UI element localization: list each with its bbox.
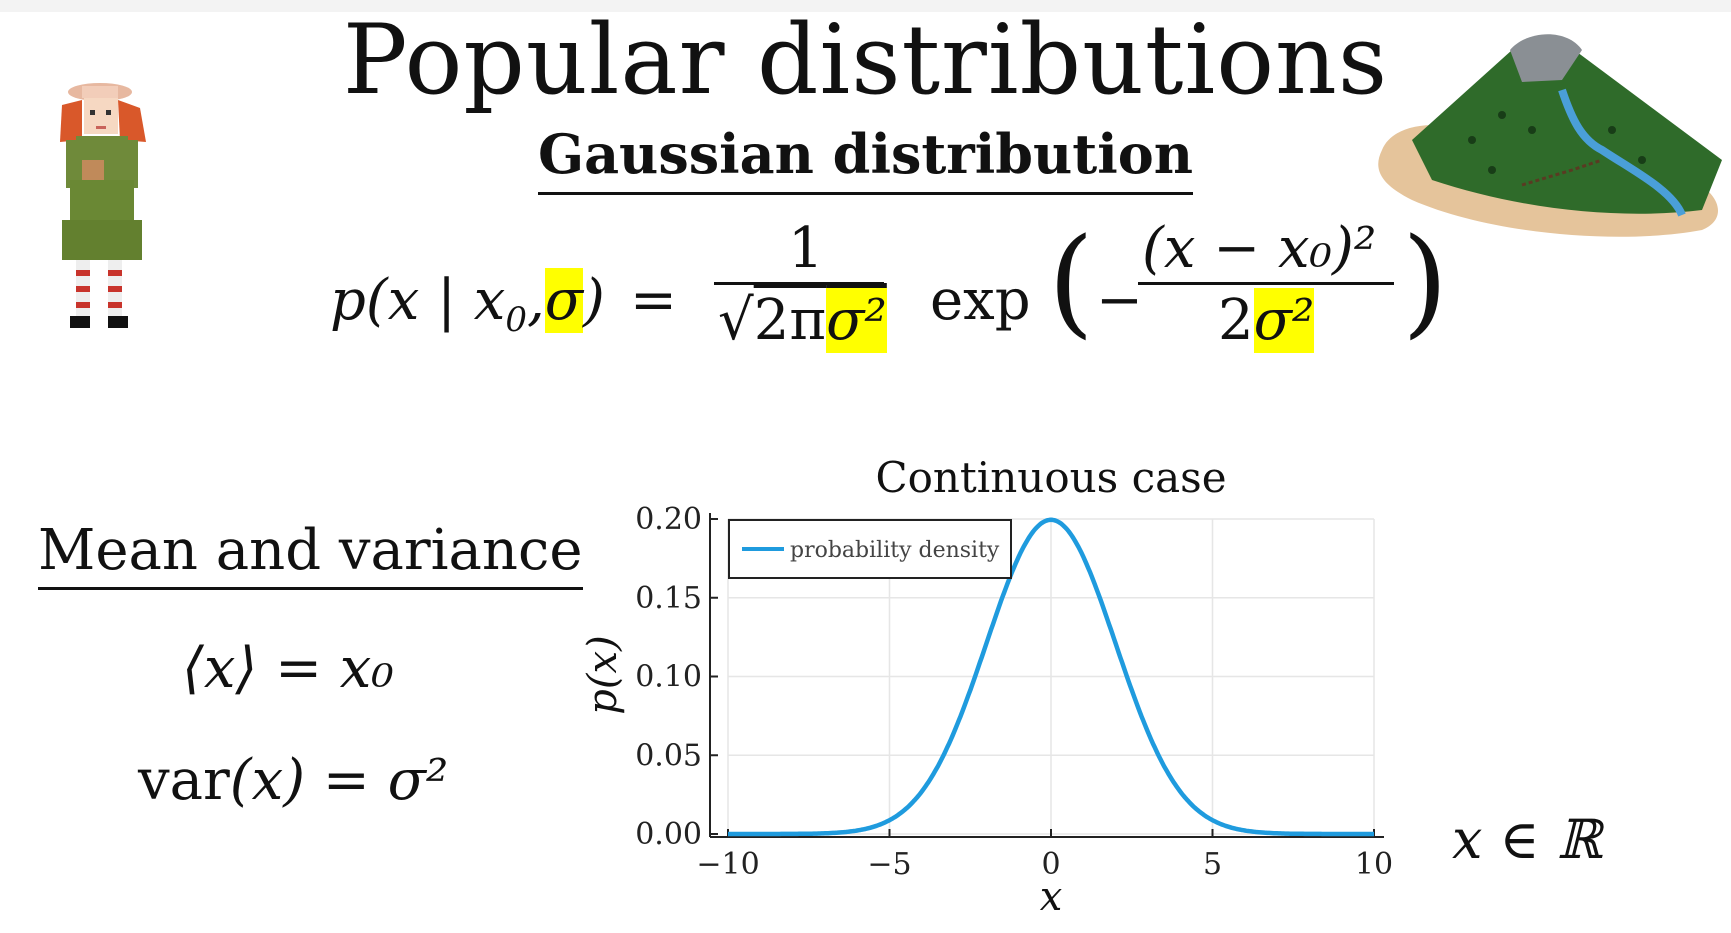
chart-axes bbox=[709, 513, 1384, 838]
chart-title: Continuous case bbox=[875, 453, 1226, 502]
variance-fn: var bbox=[138, 748, 230, 813]
x-tick-label: 10 bbox=[1355, 847, 1393, 882]
formula-equals: = bbox=[630, 268, 677, 333]
formula-numerator: 1 bbox=[788, 216, 824, 281]
x-tick-label: 0 bbox=[1041, 847, 1060, 882]
formula-2pi: 2π bbox=[753, 288, 827, 353]
island-mountain-illustration bbox=[1378, 34, 1722, 237]
subtitle-text: Gaussian distribution bbox=[537, 122, 1194, 195]
pixel-girl-illustration bbox=[60, 83, 146, 328]
legend-label: probability density bbox=[790, 538, 1000, 563]
x-tick-label: −5 bbox=[867, 847, 911, 882]
formula-lhs-sub: 0 bbox=[505, 300, 527, 341]
formula-lhs-sigma: σ bbox=[544, 268, 584, 333]
y-tick-label: 0.10 bbox=[635, 660, 702, 695]
formula-exp: exp bbox=[930, 268, 1031, 333]
formula-paren-close: ) bbox=[1402, 212, 1449, 350]
formula-lhs-prefix: p(x | x bbox=[330, 268, 506, 333]
mean-equation: ⟨x⟩ = x₀ bbox=[182, 636, 394, 701]
chart-series bbox=[727, 517, 1375, 837]
formula-inner-numerator: (x − x₀)² bbox=[1142, 216, 1377, 281]
formula-denominator: √2πσ² bbox=[718, 288, 887, 353]
formula-inner-sigma: σ² bbox=[1253, 288, 1315, 353]
variance-arg: (x) = σ² bbox=[229, 748, 449, 813]
formula-inner-denominator: 2σ² bbox=[1218, 288, 1315, 353]
slide-subtitle: Gaussian distribution bbox=[0, 122, 1731, 195]
formula-denom-sigma: σ² bbox=[826, 288, 887, 353]
y-tick-label: 0.15 bbox=[635, 581, 702, 616]
chart-ylabel: p(x) bbox=[580, 635, 626, 714]
formula-inner-2: 2 bbox=[1218, 288, 1254, 353]
chart-xlabel: x bbox=[1040, 874, 1063, 920]
formula-inner-fraction-bar bbox=[1138, 282, 1394, 285]
formula-lhs-close: ) bbox=[583, 268, 605, 333]
formula-minus: − bbox=[1096, 268, 1143, 333]
mean-variance-heading: Mean and variance bbox=[38, 518, 583, 590]
domain-label: x ∈ ℝ bbox=[1452, 808, 1602, 871]
formula-lhs-comma: , bbox=[526, 268, 545, 333]
formula-fraction-bar bbox=[714, 282, 884, 285]
series-line-probability-density bbox=[727, 517, 1375, 837]
y-tick-label: 0.20 bbox=[635, 502, 702, 537]
chart-ticks: −10 −5 0 5 10 0.00 0.05 0.10 0.15 0.20 bbox=[635, 502, 1393, 882]
formula-radicand: 2πσ² bbox=[754, 288, 887, 353]
x-tick-label: 5 bbox=[1203, 847, 1222, 882]
variance-equation: var(x) = σ² bbox=[138, 748, 448, 813]
y-tick-label: 0.05 bbox=[635, 738, 702, 773]
chart-legend: probability density bbox=[728, 519, 1012, 579]
top-strip bbox=[0, 0, 1731, 12]
formula-sqrt: √ bbox=[718, 288, 754, 353]
x-tick-label: −10 bbox=[696, 847, 759, 882]
formula-lhs: p(x | x0,σ) bbox=[330, 268, 605, 340]
slide-title: Popular distributions bbox=[342, 4, 1389, 116]
formula-paren-open: ( bbox=[1048, 212, 1095, 350]
y-tick-label: 0.00 bbox=[635, 817, 702, 852]
